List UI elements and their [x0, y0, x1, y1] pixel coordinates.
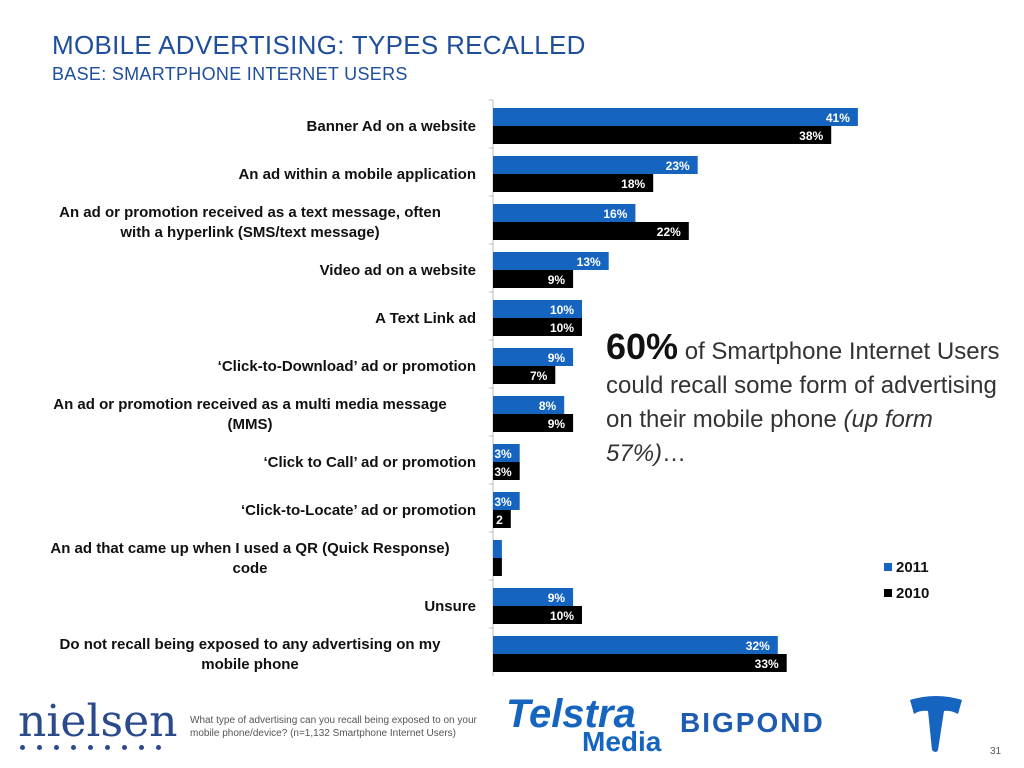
- category-label: An ad or promotion received as a multi m…: [53, 396, 446, 413]
- category-label: code: [232, 560, 267, 577]
- bar-2010: [493, 462, 520, 480]
- category-label: Do not recall being exposed to any adver…: [60, 636, 442, 653]
- data-label-2011: 3%: [494, 447, 512, 461]
- bar-2010: [493, 606, 582, 624]
- data-label-2011: 9%: [548, 351, 566, 365]
- survey-question: What type of advertising can you recall …: [190, 715, 477, 739]
- data-label-2011: 23%: [666, 159, 690, 173]
- category-label: An ad within a mobile application: [238, 166, 476, 183]
- bar-2011: [493, 204, 636, 222]
- legend-item-2010: 2010: [884, 580, 929, 606]
- bar-2010: [493, 414, 574, 432]
- bar-2011: [493, 156, 698, 174]
- legend-label-2011: 2011: [896, 558, 929, 576]
- telstra-media-logo: Media: [582, 726, 662, 757]
- bar-2010: [493, 654, 787, 672]
- bar-2010: [493, 174, 654, 192]
- callout-text: of Smartphone Internet Users could recal…: [606, 338, 1000, 433]
- callout-tail: …: [662, 440, 687, 467]
- bar-2010: [493, 126, 832, 144]
- category-label: (MMS): [228, 416, 273, 433]
- bar-2011: [493, 492, 520, 510]
- page-subtitle: BASE: SMARTPHONE INTERNET USERS: [52, 64, 408, 84]
- legend-label-2010: 2010: [896, 584, 930, 602]
- data-label-2011: 41%: [826, 111, 850, 125]
- bar-2010: [493, 558, 502, 576]
- bar-2010: [493, 510, 511, 528]
- category-label: Video ad on a website: [320, 262, 476, 279]
- data-label-2010: 7%: [530, 369, 548, 383]
- bar-2011: [493, 588, 574, 606]
- category-label: Banner Ad on a website: [307, 118, 476, 135]
- bar-2011: [493, 108, 858, 126]
- telstra-logo: Telstra: [506, 692, 636, 736]
- chart-legend: 2011 2010: [884, 554, 929, 606]
- bar-chart: Banner Ad on a website 41%38% An ad within…: [50, 99, 858, 676]
- legend-swatch-2010: [884, 589, 892, 597]
- bar-2011: [493, 636, 778, 654]
- data-label-2010: 9%: [548, 273, 566, 287]
- category-label: ‘Click-to-Locate’ ad or promotion: [241, 502, 476, 519]
- data-label-2011: 32%: [746, 639, 770, 653]
- data-label-2011: 16%: [603, 207, 627, 221]
- data-label-2010: 9%: [548, 417, 566, 431]
- callout-percent: 60%: [606, 326, 679, 367]
- nielsen-dots: [20, 745, 161, 750]
- callout-italic: (up form 57%): [606, 406, 933, 467]
- data-label-2010: 22%: [657, 225, 681, 239]
- category-label: mobile phone: [201, 656, 299, 673]
- bar-2010: [493, 222, 689, 240]
- legend-swatch-2011: [884, 563, 892, 571]
- category-label: with a hyperlink (SMS/text message): [119, 224, 379, 241]
- data-label-2010: 2: [496, 513, 503, 527]
- category-label: An ad that came up when I used a QR (Qui…: [50, 540, 449, 557]
- data-label-2010: 10%: [550, 609, 574, 623]
- category-label: An ad or promotion received as a text me…: [59, 204, 441, 221]
- callout: 60% of Smartphone Internet Users could r…: [606, 329, 1006, 471]
- data-label-2011: 13%: [577, 255, 601, 269]
- data-label-2011: 8%: [539, 399, 557, 413]
- data-label-2010: 38%: [799, 129, 823, 143]
- legend-item-2011: 2011: [884, 554, 929, 580]
- category-label: ‘Click to Call’ ad or promotion: [263, 454, 476, 471]
- bar-2011: [493, 540, 502, 558]
- bigpond-logo: BIGPOND: [680, 707, 825, 738]
- bar-2011: [493, 348, 574, 366]
- bar-2011: [493, 396, 565, 414]
- category-label: A Text Link ad: [375, 310, 476, 327]
- category-label: ‘Click-to-Download’ ad or promotion: [218, 358, 476, 375]
- category-label: Unsure: [424, 598, 476, 615]
- data-label-2010: 10%: [550, 321, 574, 335]
- data-label-2011: 10%: [550, 303, 574, 317]
- bar-2010: [493, 366, 556, 384]
- page-title: MOBILE ADVERTISING: TYPES RECALLED: [52, 30, 586, 60]
- data-label-2010: 33%: [755, 657, 779, 671]
- data-label-2010: 3%: [494, 465, 512, 479]
- data-label-2011: 3%: [494, 495, 512, 509]
- bar-2010: [493, 318, 582, 336]
- bar-2011: [493, 444, 520, 462]
- data-label-2011: 9%: [548, 591, 566, 605]
- bar-2011: [493, 252, 609, 270]
- data-label-2010: 18%: [621, 177, 645, 191]
- bar-2010: [493, 270, 574, 288]
- bar-2011: [493, 300, 582, 318]
- nielsen-logo: nielsen: [18, 696, 178, 747]
- telstra-t-icon: [910, 696, 962, 752]
- page-number: 31: [990, 746, 1002, 757]
